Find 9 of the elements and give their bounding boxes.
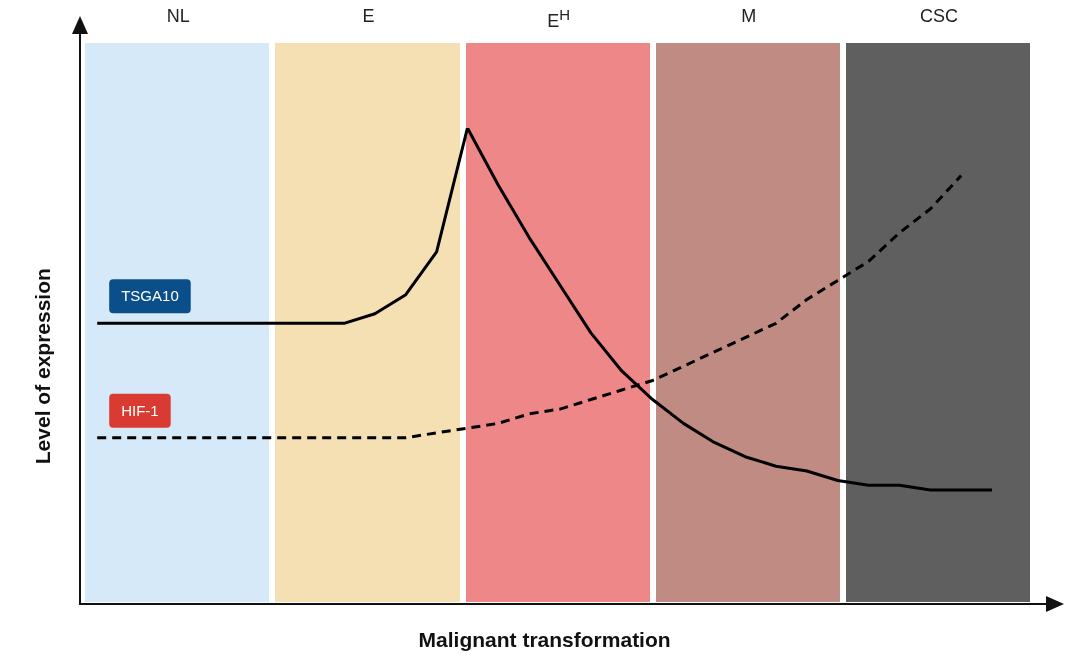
text: E$^{H}$ xyxy=(546,6,571,32)
series-label: TSGA10 xyxy=(121,287,179,305)
text: E xyxy=(361,6,376,27)
y-axis-title: Level of expression xyxy=(31,268,55,465)
x-axis-title: Malignant transformation xyxy=(418,628,671,652)
text: NL xyxy=(165,6,191,27)
text: CSC xyxy=(918,6,959,27)
series-label: HIF-1 xyxy=(121,401,159,419)
text: M xyxy=(740,6,758,27)
